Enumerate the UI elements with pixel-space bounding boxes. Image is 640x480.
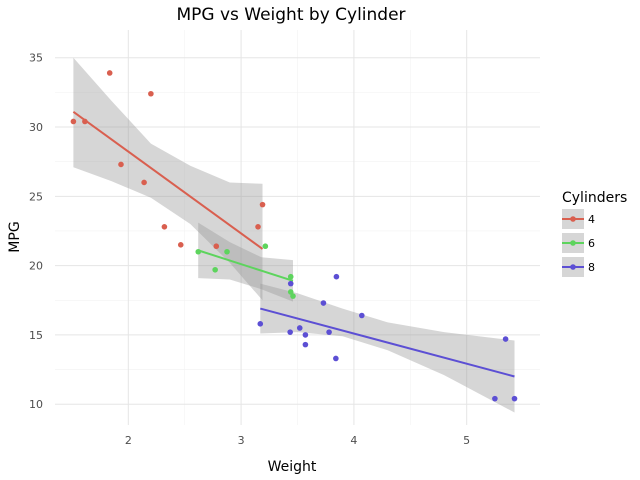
x-tick-label: 4: [350, 434, 357, 447]
point-series-4: [259, 201, 266, 208]
ribbon-series-6: [198, 222, 293, 302]
data-points: [70, 70, 518, 402]
y-tick-label: 20: [29, 260, 43, 273]
point-series-4: [161, 224, 168, 230]
legend-key-point: [570, 216, 576, 222]
legend-label: 8: [588, 261, 595, 274]
legend: Cylinders 4 6 8: [562, 190, 627, 277]
y-tick-label: 30: [29, 121, 43, 134]
point-series-6: [224, 248, 230, 255]
x-tick-label: 5: [463, 434, 470, 447]
fit-lines: [72, 110, 515, 378]
y-tick-label: 35: [29, 52, 43, 65]
chart-title: MPG vs Weight by Cylinder: [176, 5, 405, 25]
point-series-8: [502, 336, 509, 342]
point-series-8: [511, 395, 518, 402]
x-tick-label: 2: [125, 434, 132, 447]
y-axis-ticks: 10 15 20 25 30 35: [29, 52, 43, 411]
point-series-4: [148, 90, 154, 97]
point-series-4: [70, 118, 77, 125]
y-tick-label: 10: [29, 398, 43, 411]
y-tick-label: 25: [29, 190, 43, 203]
legend-key-point: [570, 240, 576, 246]
legend-label: 4: [588, 213, 595, 226]
point-series-4: [255, 224, 261, 230]
point-series-4: [82, 118, 88, 125]
fit-line-series-8: [260, 307, 515, 378]
point-series-6: [262, 243, 269, 250]
point-series-8: [326, 329, 332, 335]
x-tick-label: 3: [238, 434, 245, 447]
ribbon-series-8: [260, 283, 515, 413]
point-series-8: [492, 395, 498, 402]
x-axis-label: Weight: [268, 459, 317, 475]
point-series-4: [118, 161, 124, 168]
y-tick-label: 15: [29, 329, 43, 342]
fit-line-series-4: [72, 110, 264, 250]
point-series-8: [257, 321, 264, 327]
point-series-8: [296, 325, 303, 331]
point-series-8: [302, 341, 309, 348]
point-series-8: [287, 329, 293, 335]
point-series-4: [177, 242, 184, 248]
legend-title: Cylinders: [562, 190, 627, 206]
point-series-8: [333, 273, 340, 280]
point-series-6: [287, 273, 294, 280]
point-series-8: [287, 280, 294, 287]
legend-key-point: [570, 264, 576, 270]
point-series-8: [320, 300, 327, 306]
point-series-8: [333, 355, 339, 362]
point-series-4: [213, 243, 220, 250]
confidence-ribbons: [73, 57, 515, 413]
point-series-6: [212, 266, 218, 273]
point-series-8: [358, 312, 365, 319]
grid: [55, 30, 540, 425]
legend-label: 6: [588, 237, 595, 250]
point-series-8: [302, 332, 309, 338]
y-axis-label: MPG: [7, 221, 23, 252]
x-axis-ticks: 2 3 4 5: [125, 434, 470, 447]
point-series-6: [290, 293, 296, 299]
point-series-6: [287, 289, 294, 295]
point-series-6: [195, 248, 202, 255]
ribbon-series-4: [73, 57, 263, 301]
point-series-4: [106, 70, 113, 76]
point-series-4: [141, 179, 147, 186]
fit-line-series-6: [197, 249, 294, 282]
